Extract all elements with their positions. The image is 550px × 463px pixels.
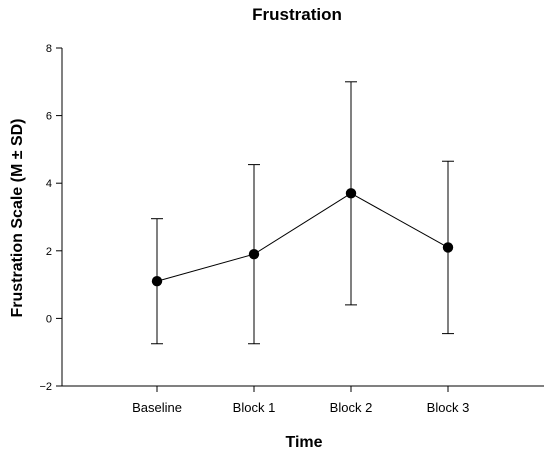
x-tick-label: Block 2	[330, 400, 373, 415]
series-lines	[156, 192, 449, 282]
chart-title: Frustration	[252, 5, 342, 24]
x-tick-label: Block 3	[427, 400, 470, 415]
x-axis-label: Time	[285, 434, 322, 451]
series-segment	[350, 192, 449, 248]
y-tick-label: 2	[46, 246, 52, 258]
data-point	[151, 276, 163, 287]
data-point	[345, 188, 357, 199]
x-axis-ticks: Baseline Block 1 Block 2 Block 3	[132, 386, 469, 415]
series-segment	[253, 192, 352, 255]
y-tick-label: 8	[46, 43, 52, 55]
y-tick-label: 6	[46, 111, 52, 123]
data-point	[248, 248, 260, 260]
y-tick-label: 4	[46, 178, 52, 190]
y-tick-label: 0	[46, 313, 52, 325]
x-tick-label: Block 1	[233, 400, 276, 415]
error-bars	[151, 81, 454, 345]
y-axis-ticks: −2 0 2 4 6 8	[39, 43, 62, 393]
y-tick-label: −2	[39, 381, 52, 393]
x-tick-label: Baseline	[132, 400, 182, 415]
y-axis-label: Frustration Scale (M ± SD)	[9, 118, 26, 317]
data-points	[151, 188, 454, 287]
series-segment	[156, 253, 255, 282]
data-point	[442, 242, 454, 253]
